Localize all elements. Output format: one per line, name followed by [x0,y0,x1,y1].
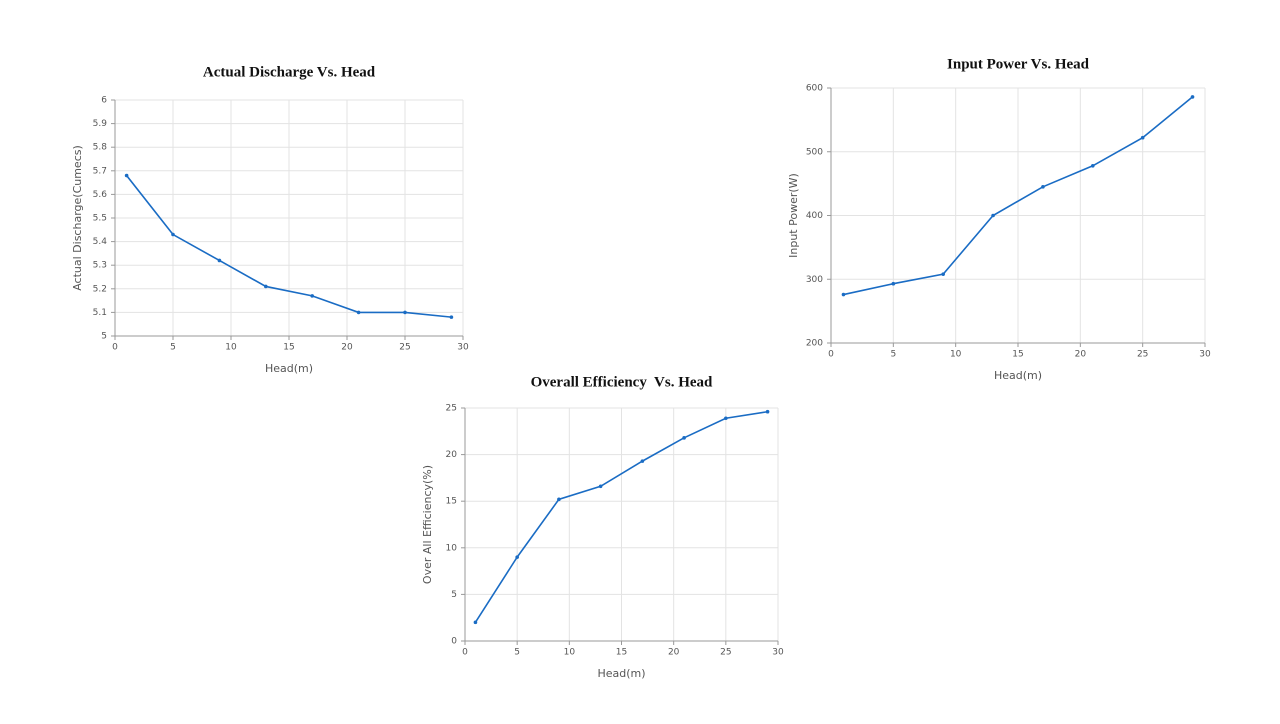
data-point [891,281,896,286]
data-point [310,294,315,298]
x-tick-label: 20 [1075,350,1087,360]
y-tick-label: 15 [446,497,457,507]
data-point [765,409,770,414]
x-tick-label: 10 [564,648,576,658]
data-line [474,410,768,623]
x-tick-label: 15 [283,343,294,353]
data-point [991,213,995,218]
data-point [1091,163,1095,168]
y-tick-label: 5.2 [93,284,107,294]
data-point [264,284,268,289]
data-line [125,175,452,318]
y-tick-label: 300 [806,275,823,285]
y-tick-label: 5.8 [93,143,108,153]
data-point [682,436,686,440]
x-tick-label: 0 [112,343,118,353]
x-tick-label: 20 [668,648,680,658]
x-tick-label: 10 [225,343,237,353]
x-tick-label: 15 [616,648,627,658]
y-tick-label: 400 [806,211,823,221]
x-tick-label: 20 [341,343,353,353]
x-tick-label: 5 [514,648,520,658]
x-axis-label: Head(m) [994,369,1042,382]
data-point [124,173,129,178]
chart-title: Actual Discharge Vs. Head [203,64,376,80]
y-tick-label: 5.5 [93,214,107,224]
x-axis-label: Head(m) [265,362,313,375]
data-point [217,258,222,263]
x-tick-label: 0 [828,350,834,360]
data-point [941,272,945,276]
data-point [1041,185,1045,189]
x-tick-label: 15 [1012,350,1023,360]
y-tick-label: 6 [101,96,107,106]
x-tick-label: 5 [170,343,176,353]
data-point [1190,95,1195,99]
data-point [449,315,454,319]
data-point [640,459,645,463]
chart-title: Overall Efficiency Vs. Head [531,374,713,390]
y-tick-label: 200 [806,339,823,349]
chart: Input Power Vs. Head 200 300 400 500 600 0 5 10 1… [787,56,1211,382]
y-tick-label: 20 [446,450,458,460]
data-point [515,555,519,559]
y-axis-label: Actual Discharge(Cumecs) [71,145,84,291]
y-tick-label: 600 [806,84,823,94]
y-tick-label: 10 [446,543,458,553]
data-point [598,484,603,489]
y-tick-label: 5.1 [93,308,107,318]
data-point [841,292,846,297]
x-tick-label: 30 [772,648,784,658]
data-point [1140,135,1145,140]
y-axis-label: Input Power(W) [787,173,800,258]
data-point [403,310,407,315]
y-tick-label: 5.3 [93,261,107,271]
chart: Actual Discharge Vs. Head 5 5.1 5.2 5.3 5.4 5.… [71,64,469,375]
y-tick-label: 5 [451,590,457,600]
chart: Overall Efficiency Vs. Head 0 5 10 15 20 25 0 5 1… [421,374,784,680]
x-tick-label: 0 [462,648,468,658]
y-tick-label: 0 [451,637,457,647]
x-tick-label: 5 [890,350,896,360]
data-line [843,96,1194,296]
x-axis-label: Head(m) [597,667,645,680]
data-point [171,232,175,237]
x-tick-label: 25 [1137,350,1148,360]
chart-title: Input Power Vs. Head [947,56,1090,72]
y-tick-label: 5.7 [93,166,107,176]
x-tick-label: 25 [399,343,410,353]
data-point [557,497,561,502]
y-tick-label: 5.9 [93,119,108,129]
x-tick-label: 25 [720,648,731,658]
y-tick-label: 5 [101,332,107,342]
y-tick-label: 500 [806,147,823,157]
x-tick-label: 30 [1199,350,1211,360]
y-tick-label: 5.6 [93,190,108,200]
x-tick-label: 10 [950,350,962,360]
x-tick-label: 30 [457,343,469,353]
data-point [356,310,361,315]
data-point [473,620,478,625]
y-axis-label: Over All Efficiency(%) [421,465,434,584]
y-tick-label: 25 [446,404,457,414]
data-point [724,416,728,421]
y-tick-label: 5.4 [93,237,108,247]
